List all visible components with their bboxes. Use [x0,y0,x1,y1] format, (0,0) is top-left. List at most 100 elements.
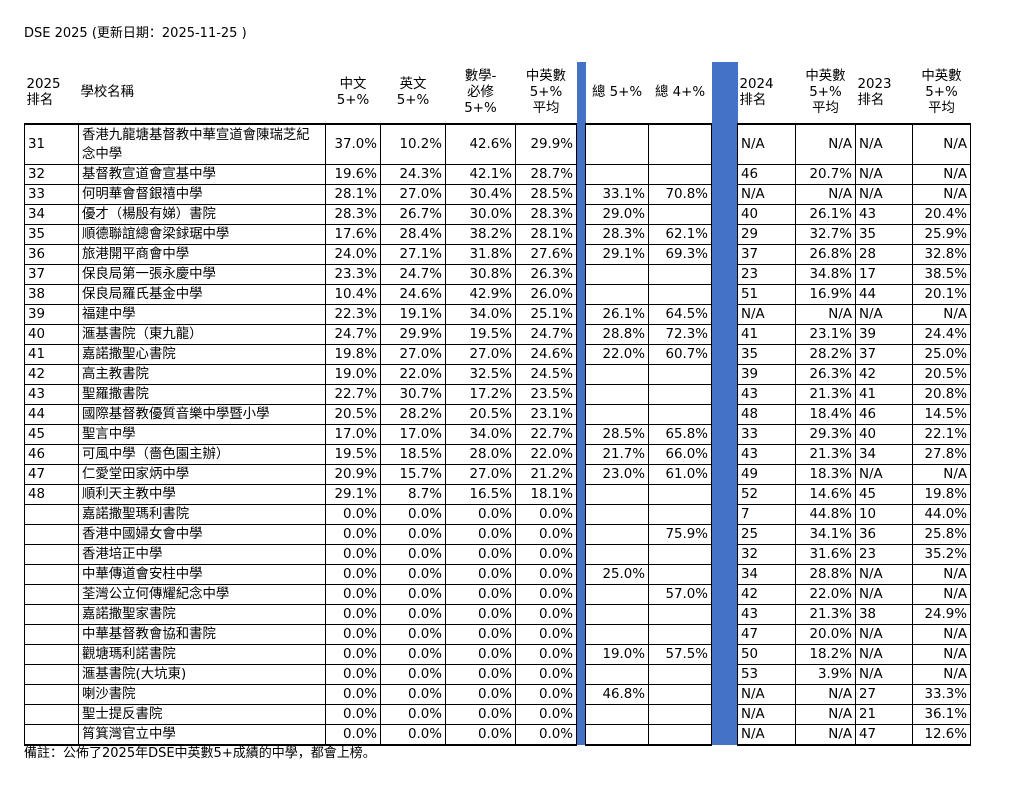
average-pct-cell: 0.0% [515,724,577,746]
average-2024-cell: 18.3% [795,464,856,485]
average-2023-cell: N/A [912,664,971,685]
english-pct-cell: 28.4% [380,224,446,245]
average-2024-cell: N/A [795,684,856,705]
average-pct-cell: 0.0% [515,524,577,545]
average-2023-cell: N/A [912,624,971,645]
average-2024-cell: N/A [795,184,856,205]
rank-2024-cell: N/A [737,184,796,205]
table-row: 37 保良局第一張永慶中學 23.3% 24.7% 30.8% 26.3% 23 34.8% 1… [24,264,971,285]
average-2023-cell: 20.4% [912,204,971,225]
blue-separator [576,364,586,385]
rank-2023-cell: N/A [855,123,913,165]
rank-2024-cell: 42 [737,584,796,605]
average-pct-cell: 0.0% [515,644,577,665]
average-pct-cell: 0.0% [515,684,577,705]
rank-2025-cell: 48 [24,484,79,505]
total-4-pct-cell [648,724,712,746]
blue-separator [711,544,738,565]
rank-2024-cell: 52 [737,484,796,505]
english-pct-cell: 24.3% [380,164,446,185]
average-pct-cell: 24.5% [515,364,577,385]
blue-separator [711,284,738,305]
chinese-pct-cell: 22.7% [325,384,381,405]
blue-separator [576,444,586,465]
rank-2024-cell: N/A [737,123,796,165]
rank-2025-cell: 37 [24,264,79,285]
blue-separator [576,564,586,585]
table-row: 觀塘瑪利諾書院 0.0% 0.0% 0.0% 0.0% 19.0% 57.5% 50 18.2%… [24,644,971,665]
rank-2024-cell: 39 [737,364,796,385]
total-5-pct-cell: 26.1% [585,304,649,325]
rank-2023-cell: 28 [855,244,913,265]
blue-separator [576,484,586,505]
school-name-cell: 嘉諾撒聖家書院 [78,604,326,625]
rank-2024-cell: 35 [737,344,796,365]
blue-separator [711,124,738,165]
blue-separator [576,404,586,425]
math-pct-cell: 0.0% [445,504,516,525]
blue-separator [711,62,738,124]
total-5-pct-cell [585,284,649,305]
total-5-pct-cell [585,624,649,645]
average-2024-cell: 20.7% [795,164,856,185]
english-pct-cell: 29.9% [380,324,446,345]
table-row: 40 滙基書院（東九龍） 24.7% 29.9% 19.5% 24.7% 28.8% 72.3… [24,324,971,345]
rank-2025-cell: 38 [24,284,79,305]
average-pct-cell: 28.5% [515,184,577,205]
rank-2023-cell: N/A [855,664,913,685]
chinese-pct-cell: 10.4% [325,284,381,305]
header-average-2024: 中英數 5+% 平均 [805,68,846,116]
blue-separator [576,164,586,185]
school-name-cell: 香港九龍塘基督教中華宣道會陳瑞芝紀念中學 [78,123,326,165]
math-pct-cell: 0.0% [445,584,516,605]
english-pct-cell: 0.0% [380,504,446,525]
average-2024-cell: 28.8% [795,564,856,585]
rank-2025-cell: 43 [24,384,79,405]
school-name-cell: 喇沙書院 [78,684,326,705]
math-pct-cell: 17.2% [445,384,516,405]
average-pct-cell: 24.6% [515,344,577,365]
average-pct-cell: 21.2% [515,464,577,485]
blue-separator [711,364,738,385]
blue-separator [576,384,586,405]
total-4-pct-cell [648,404,712,425]
english-pct-cell: 30.7% [380,384,446,405]
blue-separator [576,504,586,525]
total-5-pct-cell [585,724,649,746]
rank-2025-cell: 40 [24,324,79,345]
rank-2023-cell: 44 [855,284,913,305]
total-4-pct-cell [648,204,712,225]
total-4-pct-cell: 69.3% [648,244,712,265]
average-2024-cell: 18.4% [795,404,856,425]
school-name-cell: 優才（楊殷有娣）書院 [78,204,326,225]
rank-2023-cell: 21 [855,704,913,725]
english-pct-cell: 15.7% [380,464,446,485]
rank-2025-cell [24,664,79,685]
average-pct-cell: 29.9% [515,123,577,165]
table-row: 36 旅港開平商會中學 24.0% 27.1% 31.8% 27.6% 29.1% 69.3%… [24,244,971,265]
table-row: 39 福建中學 22.3% 19.1% 34.0% 25.1% 26.1% 64.5% N/A N… [24,304,971,325]
blue-separator [576,324,586,345]
average-2024-cell: 31.6% [795,544,856,565]
blue-separator [576,624,586,645]
table-body: 31 香港九龍塘基督教中華宣道會陳瑞芝紀念中學 37.0% 10.2% 42.6% 29.… [24,123,971,746]
chinese-pct-cell: 28.3% [325,204,381,225]
table-row: 46 可風中學（嗇色園主辦） 19.5% 18.5% 28.0% 22.0% 21.7% 66… [24,444,971,465]
total-5-pct-cell: 28.8% [585,324,649,345]
table-row: 31 香港九龍塘基督教中華宣道會陳瑞芝紀念中學 37.0% 10.2% 42.6% 29.… [24,123,971,165]
rank-2024-cell: 53 [737,664,796,685]
rank-2023-cell: N/A [855,644,913,665]
rank-2024-cell: 43 [737,384,796,405]
total-5-pct-cell [585,123,649,165]
rank-2024-cell: N/A [737,304,796,325]
rank-2023-cell: N/A [855,584,913,605]
rank-2023-cell: 47 [855,724,913,746]
english-pct-cell: 0.0% [380,544,446,565]
school-name-cell: 保良局第一張永慶中學 [78,264,326,285]
rank-2024-cell: 29 [737,224,796,245]
average-pct-cell: 0.0% [515,624,577,645]
blue-separator [576,62,586,124]
average-pct-cell: 0.0% [515,564,577,585]
rank-2023-cell: 10 [855,504,913,525]
total-4-pct-cell [648,264,712,285]
